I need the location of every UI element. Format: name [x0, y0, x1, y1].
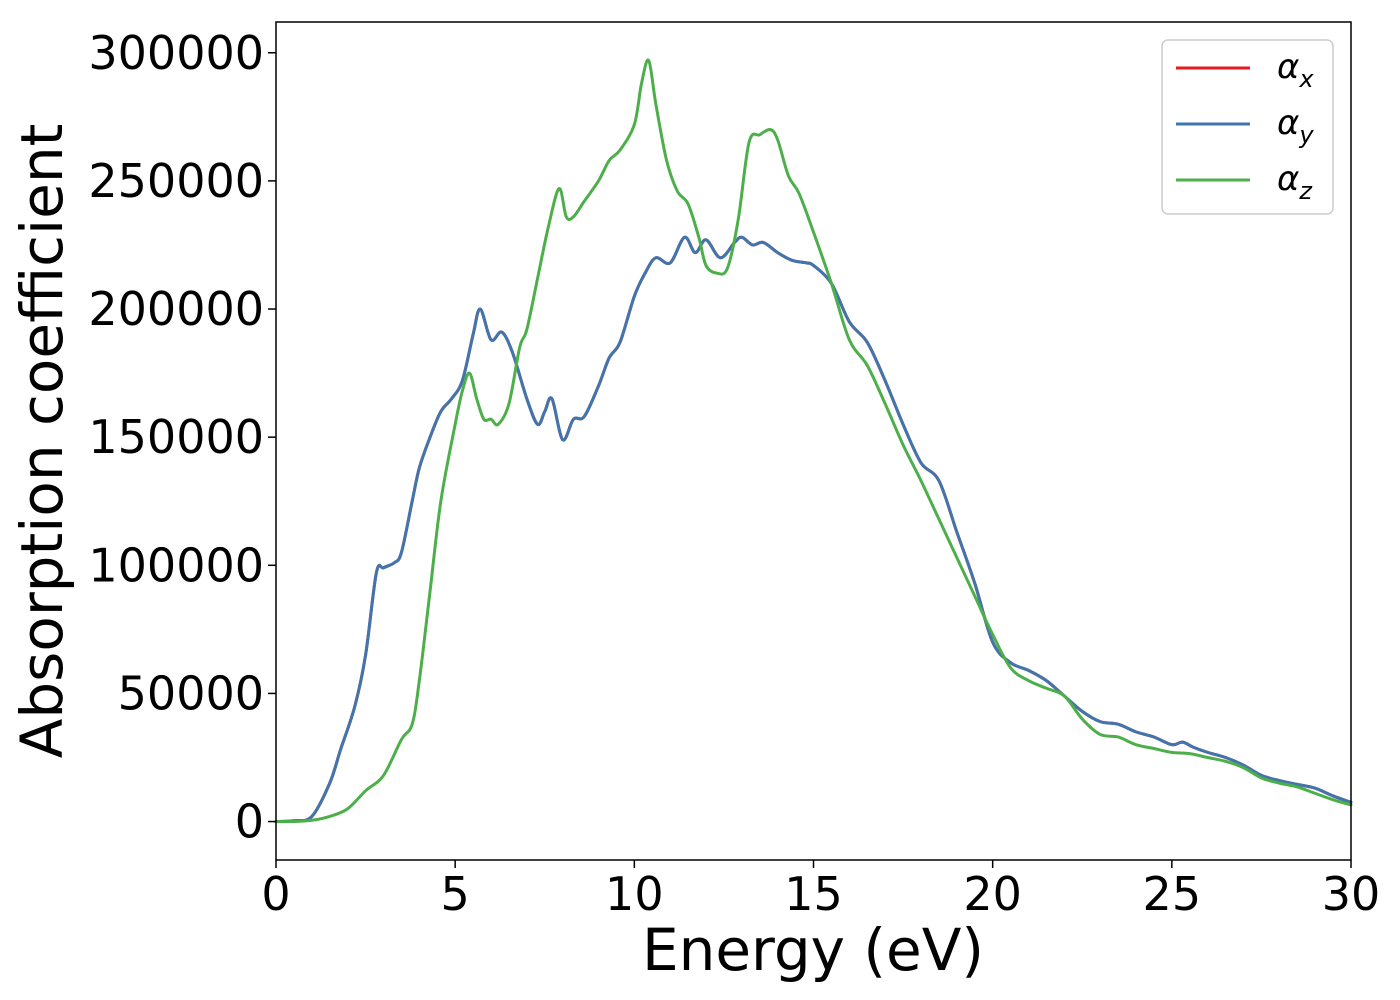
series-layer — [274, 58, 1353, 824]
x-tick-label: 15 — [784, 867, 843, 921]
y-tick-label: 50000 — [118, 666, 264, 720]
y-tick-label: 300000 — [88, 26, 264, 80]
y-tick-label: 100000 — [88, 538, 264, 592]
y-axis-title: Absorption coefficient — [8, 124, 76, 759]
x-tick-label: 30 — [1322, 867, 1381, 921]
legend-box — [1161, 39, 1334, 215]
legend: αx αy αz — [1161, 39, 1334, 215]
y-tick-label: 250000 — [88, 154, 264, 208]
y-tick-label: 0 — [235, 795, 264, 849]
x-tick-label: 0 — [261, 867, 290, 921]
y-axis: 0 50000 100000 150000 200000 250000 300000 — [88, 26, 276, 849]
x-tick-label: 10 — [605, 867, 664, 921]
legend-label-x: αx — [1277, 47, 1314, 93]
x-tick-label: 20 — [963, 867, 1022, 921]
legend-label-y: αy — [1277, 103, 1314, 149]
x-axis-title: Energy (eV) — [642, 916, 984, 984]
series-line-y — [274, 235, 1353, 824]
y-tick-label: 200000 — [88, 282, 264, 336]
x-tick-label: 25 — [1143, 867, 1202, 921]
y-tick-label: 150000 — [88, 410, 264, 464]
legend-label-z: αz — [1277, 159, 1313, 205]
x-axis: 0 5 10 15 20 25 30 — [261, 860, 1380, 921]
series-line-z — [274, 58, 1353, 824]
x-tick-label: 5 — [441, 867, 470, 921]
